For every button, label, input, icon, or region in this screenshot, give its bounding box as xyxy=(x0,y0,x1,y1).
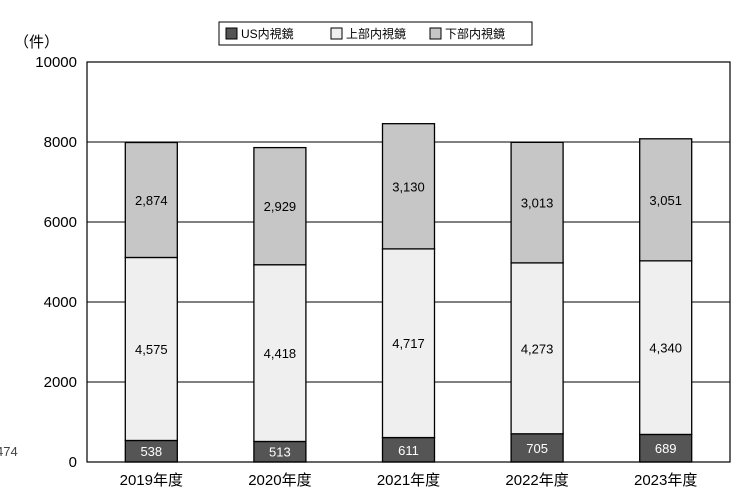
y-tick-label: 6000 xyxy=(44,214,77,231)
bars xyxy=(124,123,693,463)
plot-frame xyxy=(86,61,731,463)
bar-segment xyxy=(639,260,693,436)
x-tick-label: 2019年度 xyxy=(120,472,183,489)
data-label: 2,874 xyxy=(135,193,168,208)
data-label: 2,929 xyxy=(264,199,297,214)
x-tick-label: 2021年度 xyxy=(377,472,440,489)
data-label: 4,340 xyxy=(649,341,682,356)
legend-swatch xyxy=(429,27,442,40)
y-axis-tick-labels: 0 2000 4000 6000 8000 10000 xyxy=(35,54,77,471)
bar-segment xyxy=(510,141,564,264)
legend-swatch xyxy=(225,27,238,40)
bar-segment xyxy=(381,248,436,439)
bar-segment xyxy=(124,141,178,259)
data-label: 689 xyxy=(655,441,677,456)
segment-labels: 538 4,575 2,874 513 4,418 2,929 611 4,717 3,130 7… xyxy=(135,179,682,459)
x-tick-label: 2022年度 xyxy=(505,472,568,489)
data-label: 3,130 xyxy=(392,179,425,194)
data-label: 4,418 xyxy=(264,346,297,361)
bar-segment xyxy=(639,138,693,262)
bar-segment xyxy=(253,264,307,443)
data-label: 3,051 xyxy=(649,193,682,208)
legend: US内視鏡 上部内視鏡 下部内視鏡 xyxy=(218,21,533,46)
bar-segment xyxy=(253,146,307,266)
data-label: 3,013 xyxy=(521,196,554,211)
bar-segment xyxy=(381,436,436,463)
data-label: 4,575 xyxy=(135,342,168,357)
bar-segment xyxy=(381,123,436,250)
legend-swatch xyxy=(330,27,343,40)
bar-segment xyxy=(124,256,178,442)
y-tick-label: 8000 xyxy=(44,134,77,151)
y-tick-label: 0 xyxy=(69,454,77,471)
axes xyxy=(86,61,731,463)
x-tick-label: 2020年度 xyxy=(248,472,311,489)
bar-segment xyxy=(510,262,564,435)
x-axis-tick-labels: 2019年度 2020年度 2021年度 2022年度 2023年度 xyxy=(120,472,698,489)
annotation-text: 474 xyxy=(0,444,18,459)
legend-entry: 上部内視鏡 xyxy=(346,26,406,41)
data-label: 4,717 xyxy=(392,336,425,351)
legend-entry: US内視鏡 xyxy=(241,26,294,41)
legend-box xyxy=(218,21,533,46)
x-tick-label: 2023年度 xyxy=(634,472,697,489)
data-label: 513 xyxy=(269,445,291,460)
legend-entry: 下部内視鏡 xyxy=(445,26,505,41)
data-label: 611 xyxy=(398,443,419,458)
y-tick-label: 10000 xyxy=(35,54,77,71)
y-tick-label: 4000 xyxy=(44,294,77,311)
y-axis-label: （件） xyxy=(14,34,59,51)
data-label: 538 xyxy=(140,444,162,459)
data-label: 705 xyxy=(526,441,548,456)
y-tick-label: 2000 xyxy=(44,374,77,391)
data-label: 4,273 xyxy=(521,341,554,356)
